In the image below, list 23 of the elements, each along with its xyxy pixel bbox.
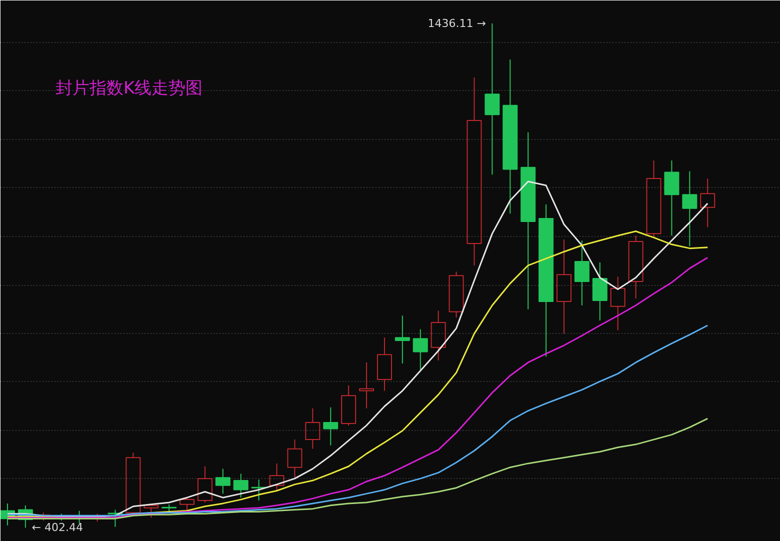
candlestick bbox=[556, 239, 572, 334]
candlestick bbox=[574, 240, 590, 306]
candlestick bbox=[394, 315, 410, 364]
candlestick bbox=[664, 160, 680, 236]
text: 封片指数K线走势图 bbox=[56, 78, 203, 98]
candlestick bbox=[466, 77, 482, 266]
candlestick bbox=[484, 22, 500, 176]
annotation: 1436.11 → bbox=[428, 16, 486, 30]
candlestick bbox=[376, 337, 392, 392]
candlestick bbox=[305, 408, 320, 450]
candlestick bbox=[430, 310, 446, 362]
candlestick bbox=[682, 170, 698, 247]
candlestick bbox=[412, 328, 428, 370]
candlestick bbox=[592, 262, 608, 322]
candlestick bbox=[628, 235, 644, 300]
candlestick bbox=[233, 473, 248, 498]
candlestick bbox=[215, 468, 230, 494]
candlestick bbox=[610, 276, 626, 331]
annotation: ← 402.44 bbox=[32, 521, 83, 534]
candlestick bbox=[323, 406, 338, 446]
candlestick bbox=[287, 439, 302, 478]
candlestick bbox=[700, 178, 716, 228]
candlestick bbox=[359, 362, 374, 409]
